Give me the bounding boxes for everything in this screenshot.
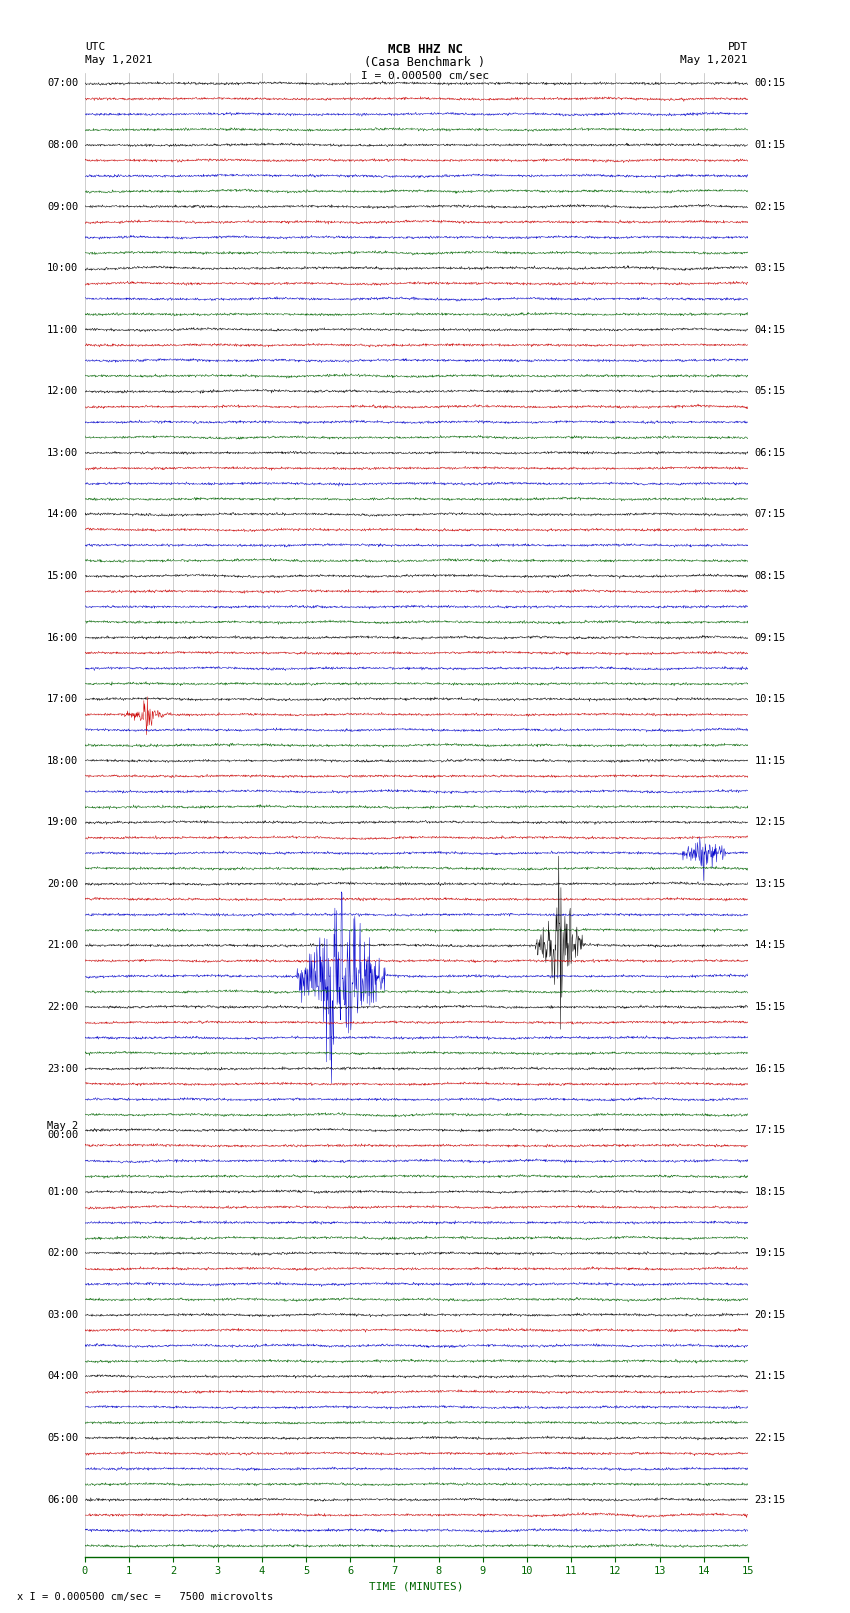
Text: 01:00: 01:00 xyxy=(47,1187,78,1197)
Text: May 1,2021: May 1,2021 xyxy=(681,55,748,65)
Text: 19:00: 19:00 xyxy=(47,818,78,827)
Text: 02:00: 02:00 xyxy=(47,1248,78,1258)
Text: 11:15: 11:15 xyxy=(755,755,786,766)
Text: 11:00: 11:00 xyxy=(47,324,78,334)
Text: 03:00: 03:00 xyxy=(47,1310,78,1319)
Text: 00:00: 00:00 xyxy=(47,1129,78,1140)
Text: PDT: PDT xyxy=(728,42,748,52)
Text: I = 0.000500 cm/sec: I = 0.000500 cm/sec xyxy=(361,71,489,82)
Text: 05:00: 05:00 xyxy=(47,1432,78,1444)
Text: 13:15: 13:15 xyxy=(755,879,786,889)
Text: x I = 0.000500 cm/sec =   7500 microvolts: x I = 0.000500 cm/sec = 7500 microvolts xyxy=(17,1592,273,1602)
Text: 10:00: 10:00 xyxy=(47,263,78,273)
Text: 05:15: 05:15 xyxy=(755,386,786,397)
Text: 00:15: 00:15 xyxy=(755,79,786,89)
Text: 22:00: 22:00 xyxy=(47,1002,78,1011)
Text: 07:15: 07:15 xyxy=(755,510,786,519)
Text: 14:15: 14:15 xyxy=(755,940,786,950)
Text: 10:15: 10:15 xyxy=(755,694,786,705)
Text: 21:00: 21:00 xyxy=(47,940,78,950)
Text: 16:15: 16:15 xyxy=(755,1063,786,1074)
Text: 06:00: 06:00 xyxy=(47,1495,78,1505)
Text: MCB HHZ NC: MCB HHZ NC xyxy=(388,44,462,56)
Text: 09:15: 09:15 xyxy=(755,632,786,642)
Text: 12:00: 12:00 xyxy=(47,386,78,397)
Text: 22:15: 22:15 xyxy=(755,1432,786,1444)
Text: May 2: May 2 xyxy=(47,1121,78,1131)
Text: 20:15: 20:15 xyxy=(755,1310,786,1319)
Text: UTC: UTC xyxy=(85,42,105,52)
Text: 06:15: 06:15 xyxy=(755,448,786,458)
Text: 16:00: 16:00 xyxy=(47,632,78,642)
Text: 08:00: 08:00 xyxy=(47,140,78,150)
Text: May 1,2021: May 1,2021 xyxy=(85,55,152,65)
Text: 15:15: 15:15 xyxy=(755,1002,786,1011)
Text: 13:00: 13:00 xyxy=(47,448,78,458)
Text: 03:15: 03:15 xyxy=(755,263,786,273)
Text: 14:00: 14:00 xyxy=(47,510,78,519)
Text: 17:00: 17:00 xyxy=(47,694,78,705)
X-axis label: TIME (MINUTES): TIME (MINUTES) xyxy=(369,1582,464,1592)
Text: 20:00: 20:00 xyxy=(47,879,78,889)
Text: 01:15: 01:15 xyxy=(755,140,786,150)
Text: 18:00: 18:00 xyxy=(47,755,78,766)
Text: 15:00: 15:00 xyxy=(47,571,78,581)
Text: 17:15: 17:15 xyxy=(755,1126,786,1136)
Text: 23:15: 23:15 xyxy=(755,1495,786,1505)
Text: (Casa Benchmark ): (Casa Benchmark ) xyxy=(365,56,485,69)
Text: 08:15: 08:15 xyxy=(755,571,786,581)
Text: 04:00: 04:00 xyxy=(47,1371,78,1381)
Text: 21:15: 21:15 xyxy=(755,1371,786,1381)
Text: 19:15: 19:15 xyxy=(755,1248,786,1258)
Text: 09:00: 09:00 xyxy=(47,202,78,211)
Text: 07:00: 07:00 xyxy=(47,79,78,89)
Text: 23:00: 23:00 xyxy=(47,1063,78,1074)
Text: 12:15: 12:15 xyxy=(755,818,786,827)
Text: 02:15: 02:15 xyxy=(755,202,786,211)
Text: 04:15: 04:15 xyxy=(755,324,786,334)
Text: 18:15: 18:15 xyxy=(755,1187,786,1197)
